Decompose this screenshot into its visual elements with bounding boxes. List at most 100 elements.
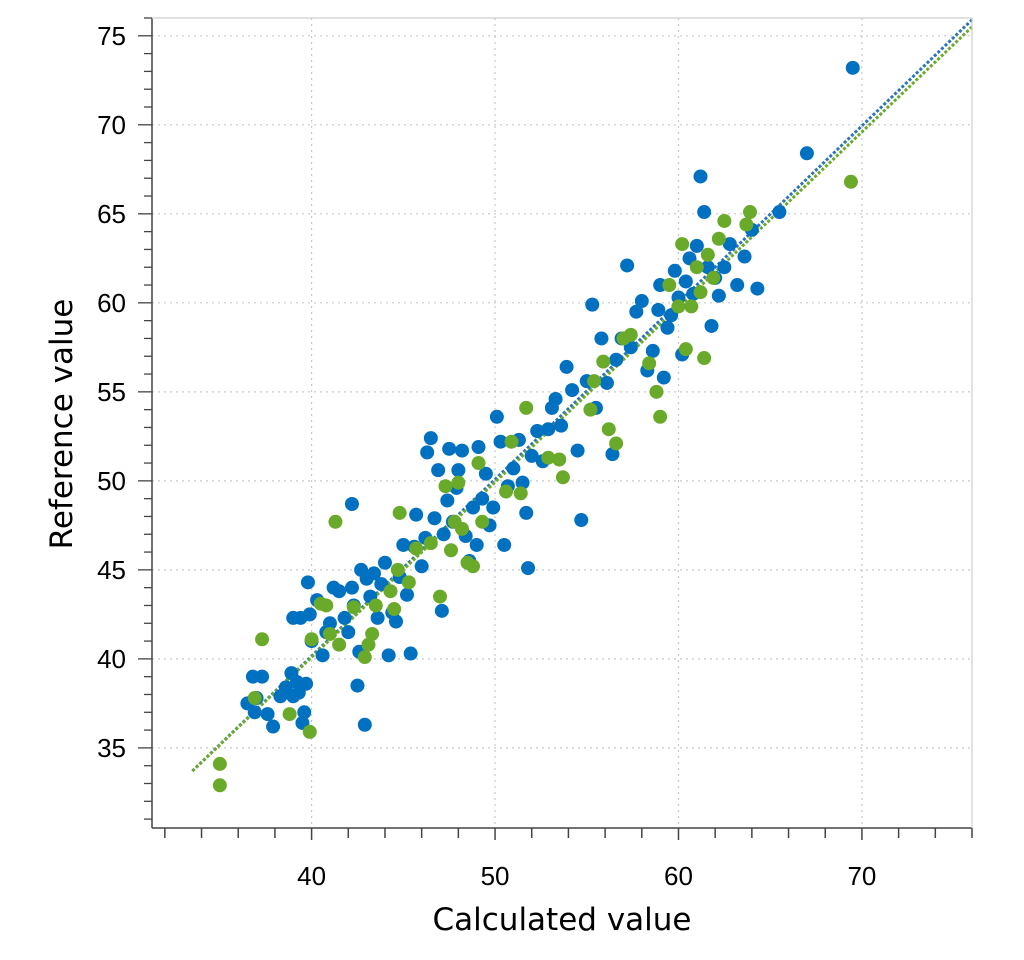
data-point: [442, 441, 457, 456]
data-point: [772, 205, 787, 220]
data-point: [337, 610, 352, 625]
x-axis-ticks: 40 50 60 70: [164, 828, 973, 891]
y-tick-label: 75: [97, 21, 126, 51]
data-point: [845, 60, 860, 75]
data-point: [212, 756, 227, 771]
data-point: [497, 537, 512, 552]
data-point: [357, 650, 372, 665]
data-point: [368, 598, 383, 613]
data-point: [370, 610, 385, 625]
data-point: [678, 342, 693, 357]
data-point: [700, 247, 715, 262]
data-point: [554, 418, 569, 433]
data-point: [642, 356, 657, 371]
data-point: [743, 205, 758, 220]
y-tick-label: 55: [97, 377, 126, 407]
data-point: [255, 632, 270, 647]
data-point: [396, 537, 411, 552]
data-point: [469, 537, 484, 552]
data-point: [387, 602, 402, 617]
y-axis-ticks: 35 40 45 50 55 60 65 70 75: [97, 17, 152, 820]
data-point: [552, 452, 567, 467]
data-point: [440, 493, 455, 508]
data-point: [431, 463, 446, 478]
x-tick-label: 50: [481, 861, 510, 891]
data-point: [427, 511, 442, 526]
data-point: [328, 514, 343, 529]
data-point: [266, 719, 281, 734]
data-point: [493, 434, 508, 449]
data-point: [377, 555, 392, 570]
data-point: [594, 331, 609, 346]
data-point: [521, 561, 536, 576]
y-tick-label: 50: [97, 466, 126, 496]
data-point: [843, 174, 858, 189]
data-point: [332, 637, 347, 652]
data-point: [653, 409, 668, 424]
plot-frame: [151, 17, 973, 829]
data-point: [609, 352, 624, 367]
data-point: [506, 461, 521, 476]
data-point: [346, 600, 361, 615]
data-point: [471, 456, 486, 471]
y-tick-label: 35: [97, 733, 126, 763]
data-point: [750, 281, 765, 296]
data-point: [304, 632, 319, 647]
data-point: [697, 351, 712, 366]
data-point: [739, 217, 754, 232]
data-point: [519, 400, 534, 415]
data-point: [299, 676, 314, 691]
data-point: [799, 146, 814, 161]
data-point: [499, 484, 514, 499]
data-point: [548, 391, 563, 406]
data-point: [438, 479, 453, 494]
data-point: [466, 559, 481, 574]
data-point: [392, 505, 407, 520]
data-points: [212, 60, 860, 793]
data-point: [282, 707, 297, 722]
data-point: [475, 514, 490, 529]
data-point: [585, 297, 600, 312]
x-tick-label: 70: [847, 861, 876, 891]
data-point: [649, 384, 664, 399]
data-point: [601, 422, 616, 437]
data-point: [609, 436, 624, 451]
data-point: [706, 270, 721, 285]
data-point: [524, 448, 539, 463]
x-tick-label: 40: [297, 861, 326, 891]
data-point: [414, 559, 429, 574]
data-point: [515, 475, 530, 490]
data-point: [504, 434, 519, 449]
data-point: [401, 575, 416, 590]
data-point: [667, 263, 682, 278]
data-point: [409, 507, 424, 522]
data-point: [565, 383, 580, 398]
y-tick-label: 70: [97, 110, 126, 140]
data-point: [455, 521, 470, 536]
data-point: [704, 318, 719, 333]
data-point: [455, 443, 470, 458]
data-point: [315, 648, 330, 663]
data-point: [711, 288, 726, 303]
data-point: [697, 205, 712, 220]
data-point: [486, 500, 501, 515]
x-tick-label: 60: [664, 861, 693, 891]
data-point: [629, 304, 644, 319]
data-point: [651, 302, 666, 317]
data-point: [260, 707, 275, 722]
data-point: [656, 370, 671, 385]
data-point: [671, 299, 686, 314]
data-point: [645, 343, 660, 358]
data-point: [403, 646, 418, 661]
data-point: [684, 299, 699, 314]
data-point: [596, 354, 611, 369]
data-point: [471, 440, 486, 455]
data-point: [366, 566, 381, 581]
data-point: [574, 513, 589, 528]
y-axis-title: Reference value: [44, 299, 80, 550]
data-point: [737, 249, 752, 264]
data-point: [478, 466, 493, 481]
data-point: [717, 213, 732, 228]
data-point: [599, 375, 614, 390]
data-point: [433, 589, 448, 604]
